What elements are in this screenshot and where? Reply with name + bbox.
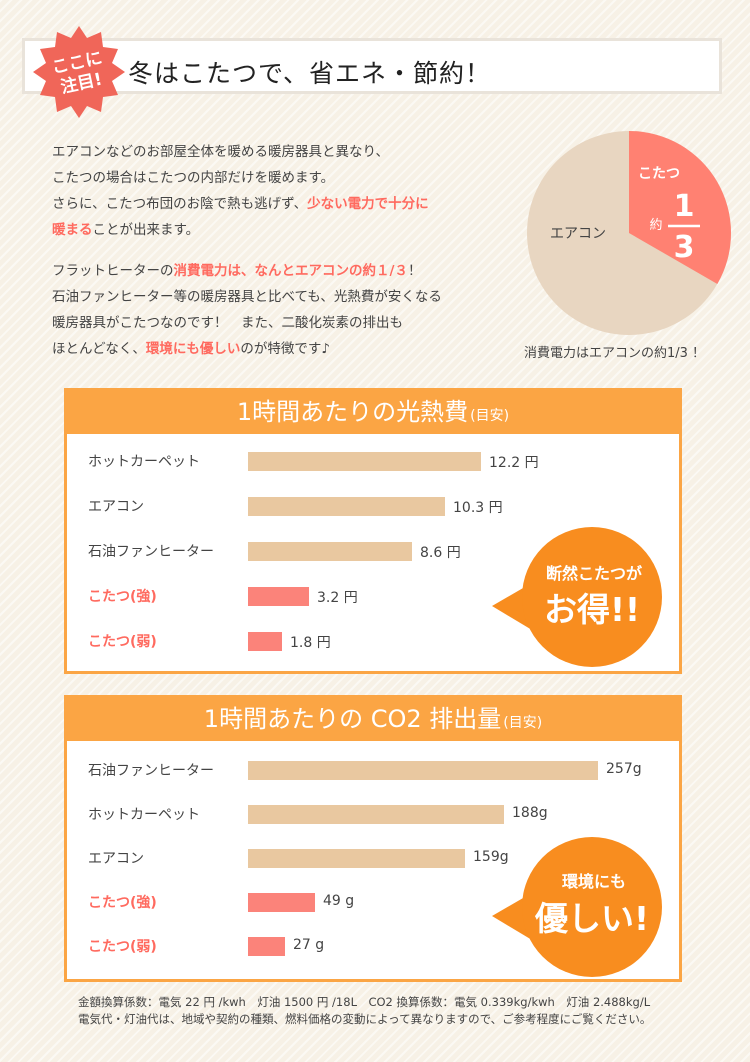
cost-value-label: 1.8 円 xyxy=(290,635,331,651)
co2-category-label: ホットカーペット xyxy=(88,807,200,823)
pie-label-approx: 約 xyxy=(649,218,662,233)
co2-panel-title: 1時間あたりの CO2 排出量 xyxy=(203,705,502,733)
highlight-text: 暖まる xyxy=(52,222,93,238)
intro-line: エアコンなどのお部屋全体を暖める暖房器具と異なり、 xyxy=(52,139,522,165)
pie-fraction-denominator: 3 xyxy=(674,230,695,265)
cost-panel-title-note: (目安) xyxy=(470,408,510,424)
intro-line: フラットヒーターの消費電力は、なんとエアコンの約１/３！ xyxy=(52,258,522,284)
pie-label-aircon: エアコン xyxy=(550,226,606,242)
pie-fraction-numerator: 1 xyxy=(674,189,695,224)
co2-bubble: 環境にも 優しい! xyxy=(492,837,662,977)
power-consumption-pie: エアコン こたつ 約 1 3 xyxy=(527,131,731,335)
intro-text: フラットヒーターの xyxy=(52,263,174,279)
pie-label-kotatsu: こたつ xyxy=(638,166,680,182)
cost-panel-header: 1時間あたりの光熱費 (目安) xyxy=(67,391,679,434)
highlight-text: 環境にも優しい xyxy=(145,341,241,357)
intro-text: 石油ファンヒーター等の暖房器具と比べても、光熱費が安くなる xyxy=(52,289,442,305)
pie-caption: 消費電力はエアコンの約1/3 ！ xyxy=(524,346,706,361)
cost-bar xyxy=(248,452,481,471)
co2-value-label: 49 g xyxy=(323,893,355,909)
intro-text: ほとんどなく、 xyxy=(52,341,146,357)
cost-value-label: 8.6 円 xyxy=(420,545,461,561)
co2-value-label: 159g xyxy=(473,849,509,865)
cost-category-label: こたつ(弱) xyxy=(88,634,157,650)
co2-bar xyxy=(248,937,285,956)
cost-category-label: こたつ(強) xyxy=(88,589,157,605)
co2-bubble-line-1: 環境にも xyxy=(562,872,626,891)
intro-line: さらに、こたつ布団のお陰で熱も逃げず、少ない電力で十分に xyxy=(52,191,522,217)
attention-badge: ここに 注目! xyxy=(33,26,125,118)
cost-category-label: 石油ファンヒーター xyxy=(88,544,214,560)
intro-text: さらに、こたつ布団のお陰で熱も逃げず、 xyxy=(52,196,308,212)
cost-bar xyxy=(248,632,282,651)
cost-value-label: 12.2 円 xyxy=(489,455,539,471)
cost-bar xyxy=(248,497,445,516)
intro-paragraph-1: エアコンなどのお部屋全体を暖める暖房器具と異なり、 こたつの場合はこたつの内部だけ… xyxy=(52,139,522,243)
title-bar xyxy=(22,38,722,94)
cost-panel-title: 1時間あたりの光熱費 xyxy=(236,398,469,426)
co2-bar xyxy=(248,849,465,868)
pie-slice-kotatsu xyxy=(629,131,731,284)
intro-line: ほとんどなく、環境にも優しいのが特徴です♪ xyxy=(52,336,522,362)
cost-bar xyxy=(248,542,412,561)
footnote-coefficients: 金額換算係数：電気 22 円 /kwh 灯油 1500 円 /18L CO2 換… xyxy=(78,995,651,1009)
co2-value-label: 257g xyxy=(606,761,642,777)
cost-category-label: エアコン xyxy=(88,499,144,515)
intro-text: ことが出来ます。 xyxy=(92,222,200,238)
intro-text: ！ xyxy=(407,263,422,279)
cost-bar xyxy=(248,587,309,606)
cost-bubble-line-2: お得!! xyxy=(544,590,640,629)
co2-category-label: エアコン xyxy=(88,851,144,867)
footnote-disclaimer: 電気代・灯油代は、地域や契約の種類、燃料価格の変動によって異なりますので、ご参考… xyxy=(78,1012,652,1026)
co2-bubble-line-2: 優しい! xyxy=(534,899,649,938)
highlight-text: 消費電力は、なんとエアコンの約１/３ xyxy=(173,263,408,279)
co2-bar xyxy=(248,805,504,824)
cost-category-label: ホットカーペット xyxy=(88,454,200,470)
co2-bar xyxy=(248,761,598,780)
intro-line: 暖房器具がこたつなのです！ また、二酸化炭素の排出も xyxy=(52,310,522,336)
intro-line: こたつの場合はこたつの内部だけを暖めます。 xyxy=(52,165,522,191)
intro-text: のが特徴です♪ xyxy=(240,341,330,357)
intro-line: 暖まることが出来ます。 xyxy=(52,217,522,243)
intro-text: 暖房器具がこたつなのです！ また、二酸化炭素の排出も xyxy=(52,315,403,331)
co2-category-label: こたつ(強) xyxy=(88,895,157,911)
page-title: 冬はこたつで、省エネ・節約！ xyxy=(128,59,492,88)
cost-bubble: 断然こたつが お得!! xyxy=(492,527,662,667)
intro-paragraph-2: フラットヒーターの消費電力は、なんとエアコンの約１/３！ 石油ファンヒーター等の暖… xyxy=(52,258,522,362)
highlight-text: 少ない電力で十分に xyxy=(307,196,429,212)
co2-value-label: 27 g xyxy=(293,937,325,953)
co2-panel-header: 1時間あたりの CO2 排出量 (目安) xyxy=(67,698,679,741)
co2-category-label: 石油ファンヒーター xyxy=(88,763,214,779)
co2-value-label: 188g xyxy=(512,805,548,821)
co2-bar xyxy=(248,893,315,912)
cost-bubble-line-1: 断然こたつが xyxy=(546,564,642,583)
intro-text: こたつの場合はこたつの内部だけを暖めます。 xyxy=(52,170,335,186)
intro-line: 石油ファンヒーター等の暖房器具と比べても、光熱費が安くなる xyxy=(52,284,522,310)
co2-category-label: こたつ(弱) xyxy=(88,939,157,955)
intro-text: エアコンなどのお部屋全体を暖める暖房器具と異なり、 xyxy=(52,144,389,160)
cost-value-label: 3.2 円 xyxy=(317,590,358,606)
co2-panel-title-note: (目安) xyxy=(503,715,543,731)
cost-value-label: 10.3 円 xyxy=(453,500,503,516)
